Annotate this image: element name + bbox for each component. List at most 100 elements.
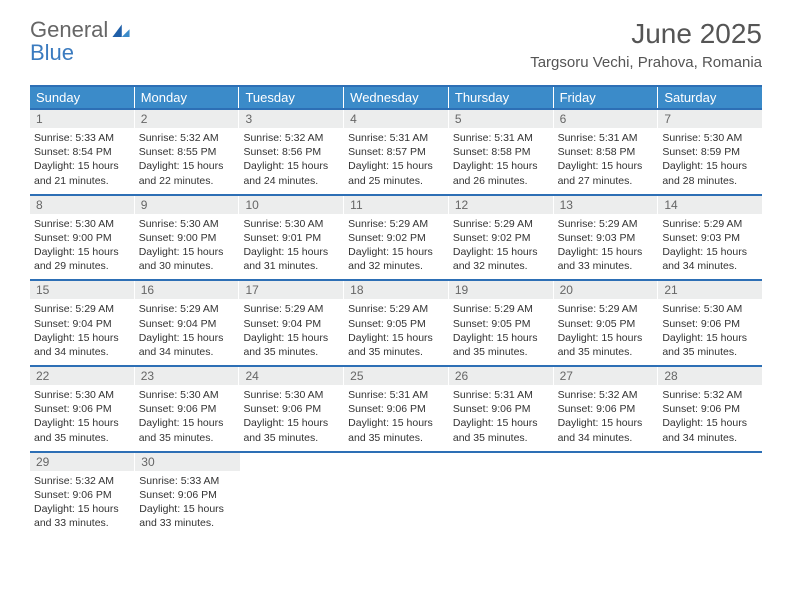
day-body: Sunrise: 5:30 AMSunset: 9:06 PMDaylight:… — [135, 385, 239, 451]
title-block: June 2025 Targsoru Vechi, Prahova, Roman… — [530, 18, 762, 71]
day-number: 20 — [554, 281, 658, 299]
sunset-line: Sunset: 8:56 PM — [243, 145, 339, 159]
daylight-line: Daylight: 15 hours and 26 minutes. — [453, 159, 549, 187]
sunrise-line: Sunrise: 5:32 AM — [662, 388, 758, 402]
empty-day — [345, 453, 449, 537]
week-row: 22Sunrise: 5:30 AMSunset: 9:06 PMDayligh… — [30, 365, 762, 451]
sunrise-line: Sunrise: 5:31 AM — [348, 131, 444, 145]
sunrise-line: Sunrise: 5:30 AM — [243, 388, 339, 402]
day-number: 7 — [658, 110, 762, 128]
sunrise-line: Sunrise: 5:30 AM — [139, 388, 235, 402]
daylight-line: Daylight: 15 hours and 30 minutes. — [139, 245, 235, 273]
daylight-line: Daylight: 15 hours and 32 minutes. — [453, 245, 549, 273]
day-cell: 21Sunrise: 5:30 AMSunset: 9:06 PMDayligh… — [658, 281, 762, 365]
daylight-line: Daylight: 15 hours and 27 minutes. — [558, 159, 654, 187]
sunrise-line: Sunrise: 5:29 AM — [558, 302, 654, 316]
empty-day — [658, 453, 762, 537]
sunrise-line: Sunrise: 5:29 AM — [453, 217, 549, 231]
sunrise-line: Sunrise: 5:29 AM — [139, 302, 235, 316]
sunset-line: Sunset: 9:06 PM — [34, 488, 130, 502]
daylight-line: Daylight: 15 hours and 33 minutes. — [34, 502, 130, 530]
daylight-line: Daylight: 15 hours and 35 minutes. — [243, 416, 339, 444]
day-body: Sunrise: 5:32 AMSunset: 9:06 PMDaylight:… — [658, 385, 762, 451]
sunset-line: Sunset: 9:04 PM — [243, 317, 339, 331]
sunset-line: Sunset: 9:06 PM — [139, 402, 235, 416]
sunrise-line: Sunrise: 5:31 AM — [453, 131, 549, 145]
sunrise-line: Sunrise: 5:32 AM — [558, 388, 654, 402]
day-number: 16 — [135, 281, 239, 299]
day-number: 9 — [135, 196, 239, 214]
day-cell: 1Sunrise: 5:33 AMSunset: 8:54 PMDaylight… — [30, 110, 135, 194]
day-number: 6 — [554, 110, 658, 128]
sunrise-line: Sunrise: 5:32 AM — [34, 474, 130, 488]
sunset-line: Sunset: 8:58 PM — [453, 145, 549, 159]
day-cell: 16Sunrise: 5:29 AMSunset: 9:04 PMDayligh… — [135, 281, 240, 365]
sunset-line: Sunset: 9:06 PM — [139, 488, 235, 502]
day-body: Sunrise: 5:32 AMSunset: 8:55 PMDaylight:… — [135, 128, 239, 194]
day-body: Sunrise: 5:31 AMSunset: 8:57 PMDaylight:… — [344, 128, 448, 194]
sunrise-line: Sunrise: 5:29 AM — [243, 302, 339, 316]
week-row: 8Sunrise: 5:30 AMSunset: 9:00 PMDaylight… — [30, 194, 762, 280]
logo-text-blue: Blue — [30, 40, 74, 65]
day-cell: 12Sunrise: 5:29 AMSunset: 9:02 PMDayligh… — [449, 196, 554, 280]
sunrise-line: Sunrise: 5:33 AM — [34, 131, 130, 145]
day-number: 5 — [449, 110, 553, 128]
day-number: 3 — [239, 110, 343, 128]
day-cell: 18Sunrise: 5:29 AMSunset: 9:05 PMDayligh… — [344, 281, 449, 365]
day-body: Sunrise: 5:30 AMSunset: 9:06 PMDaylight:… — [239, 385, 343, 451]
calendar: SundayMondayTuesdayWednesdayThursdayFrid… — [30, 85, 762, 536]
day-number: 26 — [449, 367, 553, 385]
sunset-line: Sunset: 9:05 PM — [348, 317, 444, 331]
daylight-line: Daylight: 15 hours and 35 minutes. — [348, 331, 444, 359]
daylight-line: Daylight: 15 hours and 21 minutes. — [34, 159, 130, 187]
sunrise-line: Sunrise: 5:29 AM — [662, 217, 758, 231]
day-cell: 17Sunrise: 5:29 AMSunset: 9:04 PMDayligh… — [239, 281, 344, 365]
day-body: Sunrise: 5:29 AMSunset: 9:02 PMDaylight:… — [449, 214, 553, 280]
sunset-line: Sunset: 9:04 PM — [139, 317, 235, 331]
day-body: Sunrise: 5:30 AMSunset: 9:01 PMDaylight:… — [239, 214, 343, 280]
logo-text-general: General — [30, 17, 108, 42]
day-cell: 28Sunrise: 5:32 AMSunset: 9:06 PMDayligh… — [658, 367, 762, 451]
day-number: 30 — [135, 453, 239, 471]
header: GeneralBlue June 2025 Targsoru Vechi, Pr… — [0, 0, 792, 79]
day-body: Sunrise: 5:30 AMSunset: 9:06 PMDaylight:… — [30, 385, 134, 451]
day-body: Sunrise: 5:29 AMSunset: 9:05 PMDaylight:… — [449, 299, 553, 365]
day-number: 17 — [239, 281, 343, 299]
day-cell: 14Sunrise: 5:29 AMSunset: 9:03 PMDayligh… — [658, 196, 762, 280]
sunrise-line: Sunrise: 5:30 AM — [34, 388, 130, 402]
weekday-header: Sunday — [30, 87, 135, 108]
sunrise-line: Sunrise: 5:30 AM — [139, 217, 235, 231]
day-number: 8 — [30, 196, 134, 214]
sunset-line: Sunset: 8:58 PM — [558, 145, 654, 159]
day-body: Sunrise: 5:31 AMSunset: 8:58 PMDaylight:… — [554, 128, 658, 194]
day-number: 28 — [658, 367, 762, 385]
daylight-line: Daylight: 15 hours and 33 minutes. — [558, 245, 654, 273]
day-cell: 3Sunrise: 5:32 AMSunset: 8:56 PMDaylight… — [239, 110, 344, 194]
sunset-line: Sunset: 9:06 PM — [34, 402, 130, 416]
day-cell: 2Sunrise: 5:32 AMSunset: 8:55 PMDaylight… — [135, 110, 240, 194]
day-number: 27 — [554, 367, 658, 385]
sunset-line: Sunset: 9:06 PM — [662, 317, 758, 331]
day-body: Sunrise: 5:30 AMSunset: 9:00 PMDaylight:… — [30, 214, 134, 280]
sunset-line: Sunset: 9:03 PM — [662, 231, 758, 245]
day-number: 23 — [135, 367, 239, 385]
empty-day — [241, 453, 345, 537]
day-cell: 25Sunrise: 5:31 AMSunset: 9:06 PMDayligh… — [344, 367, 449, 451]
day-body: Sunrise: 5:29 AMSunset: 9:05 PMDaylight:… — [554, 299, 658, 365]
daylight-line: Daylight: 15 hours and 34 minutes. — [558, 416, 654, 444]
day-body: Sunrise: 5:33 AMSunset: 9:06 PMDaylight:… — [135, 471, 239, 537]
sunrise-line: Sunrise: 5:30 AM — [662, 302, 758, 316]
day-body: Sunrise: 5:31 AMSunset: 8:58 PMDaylight:… — [449, 128, 553, 194]
sunset-line: Sunset: 9:04 PM — [34, 317, 130, 331]
weekday-header: Wednesday — [344, 87, 449, 108]
day-cell: 11Sunrise: 5:29 AMSunset: 9:02 PMDayligh… — [344, 196, 449, 280]
week-row: 29Sunrise: 5:32 AMSunset: 9:06 PMDayligh… — [30, 451, 762, 537]
day-cell: 6Sunrise: 5:31 AMSunset: 8:58 PMDaylight… — [554, 110, 659, 194]
daylight-line: Daylight: 15 hours and 25 minutes. — [348, 159, 444, 187]
logo: GeneralBlue — [30, 18, 131, 64]
daylight-line: Daylight: 15 hours and 34 minutes. — [662, 245, 758, 273]
day-number: 11 — [344, 196, 448, 214]
daylight-line: Daylight: 15 hours and 35 minutes. — [453, 331, 549, 359]
day-cell: 15Sunrise: 5:29 AMSunset: 9:04 PMDayligh… — [30, 281, 135, 365]
day-cell: 24Sunrise: 5:30 AMSunset: 9:06 PMDayligh… — [239, 367, 344, 451]
